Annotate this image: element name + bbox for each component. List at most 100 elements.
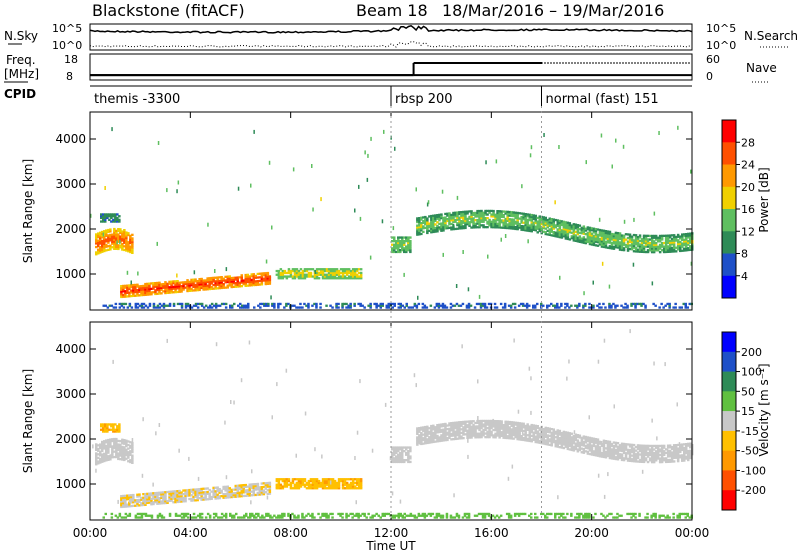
echo-cell (552, 430, 555, 433)
echo-cell (528, 304, 531, 307)
echo-cell (566, 447, 570, 451)
echo-cell (421, 302, 425, 306)
echo-cell (598, 241, 602, 244)
noise-cell (116, 240, 118, 245)
echo-cell (264, 281, 268, 284)
echo-cell (544, 435, 547, 438)
echo-cell (99, 237, 102, 240)
echo-cell (222, 487, 225, 490)
echo-cell (486, 209, 489, 213)
echo-cell (568, 227, 572, 230)
echo-cell (307, 271, 311, 275)
echo-cell (508, 223, 511, 226)
echo-cell (576, 435, 580, 439)
echo-cell (287, 478, 291, 481)
echo-cell (144, 291, 147, 295)
echo-cell (111, 238, 114, 242)
echo-cell (107, 449, 110, 452)
echo-cell (479, 306, 483, 309)
echo-cell (590, 451, 594, 454)
echo-cell (397, 249, 400, 252)
echo-cell (660, 444, 664, 447)
echo-cell (476, 432, 479, 435)
echo-cell (409, 460, 412, 464)
echo-cell (222, 494, 225, 498)
echo-cell (648, 247, 652, 250)
echo-cell (119, 452, 122, 455)
echo-cell (103, 447, 106, 450)
echo-cell (297, 269, 301, 273)
echo-cell (444, 225, 447, 228)
echo-cell (632, 242, 636, 246)
echo-cell (508, 218, 511, 221)
echo-cell (500, 425, 503, 428)
echo-cell (325, 478, 329, 481)
echo-cell (339, 268, 343, 271)
echo-cell (258, 489, 262, 493)
echo-cell (446, 225, 449, 228)
echo-cell (596, 442, 600, 445)
echo-cell (218, 279, 221, 283)
echo-cell (138, 304, 142, 307)
echo-cell (124, 505, 127, 508)
echo-cell (560, 302, 563, 306)
echo-cell (683, 457, 686, 460)
echo-cell (483, 306, 487, 309)
echo-cell (101, 236, 104, 239)
echo-cell (686, 306, 689, 309)
echo-cell (132, 289, 135, 292)
echo-cell (646, 460, 650, 464)
echo-cell (526, 229, 529, 232)
noise-cell (176, 189, 178, 194)
echo-cell (154, 291, 157, 294)
echo-cell (464, 223, 467, 226)
echo-cell (148, 304, 152, 307)
echo-cell (426, 230, 429, 233)
echo-cell (596, 445, 600, 448)
echo-cell (679, 454, 682, 457)
echo-cell (478, 218, 481, 222)
echo-cell (208, 306, 212, 309)
noise-cell (653, 211, 656, 216)
echo-cell (122, 288, 125, 291)
echo-cell (218, 497, 221, 500)
echo-cell (273, 302, 276, 306)
echo-cell (638, 458, 642, 462)
echo-cell (214, 282, 217, 285)
echo-cell (590, 241, 594, 244)
echo-cell (236, 280, 239, 283)
echo-cell (560, 236, 564, 239)
echo-cell (416, 438, 419, 441)
echo-cell (113, 439, 116, 442)
echo-cell (325, 487, 329, 490)
echo-cell (113, 437, 116, 441)
echo-cell (540, 219, 543, 222)
echo-cell (283, 512, 286, 516)
echo-cell (95, 452, 98, 455)
echo-cell (434, 431, 437, 434)
echo-cell (552, 435, 555, 438)
echo-cell (246, 489, 249, 492)
echo-cell (246, 277, 249, 280)
echo-cell (606, 232, 610, 235)
echo-cell (656, 247, 660, 250)
echo-cell (592, 227, 596, 230)
echo-cell (450, 422, 453, 425)
y-tick-label: 3000 (55, 177, 86, 191)
echo-cell (616, 244, 620, 247)
echo-cell (208, 277, 211, 280)
echo-cell (592, 243, 596, 247)
echo-cell (206, 280, 209, 284)
echo-cell (500, 434, 503, 437)
echo-cell (116, 213, 119, 216)
echo-cell (536, 437, 539, 440)
echo-cell (490, 421, 493, 424)
echo-cell (230, 495, 233, 499)
echo-cell (542, 225, 545, 228)
echo-cell (200, 302, 204, 306)
echo-cell (206, 487, 209, 490)
echo-cell (687, 239, 690, 243)
echo-cell (584, 444, 588, 448)
echo-cell (196, 306, 200, 309)
echo-cell (152, 501, 155, 504)
